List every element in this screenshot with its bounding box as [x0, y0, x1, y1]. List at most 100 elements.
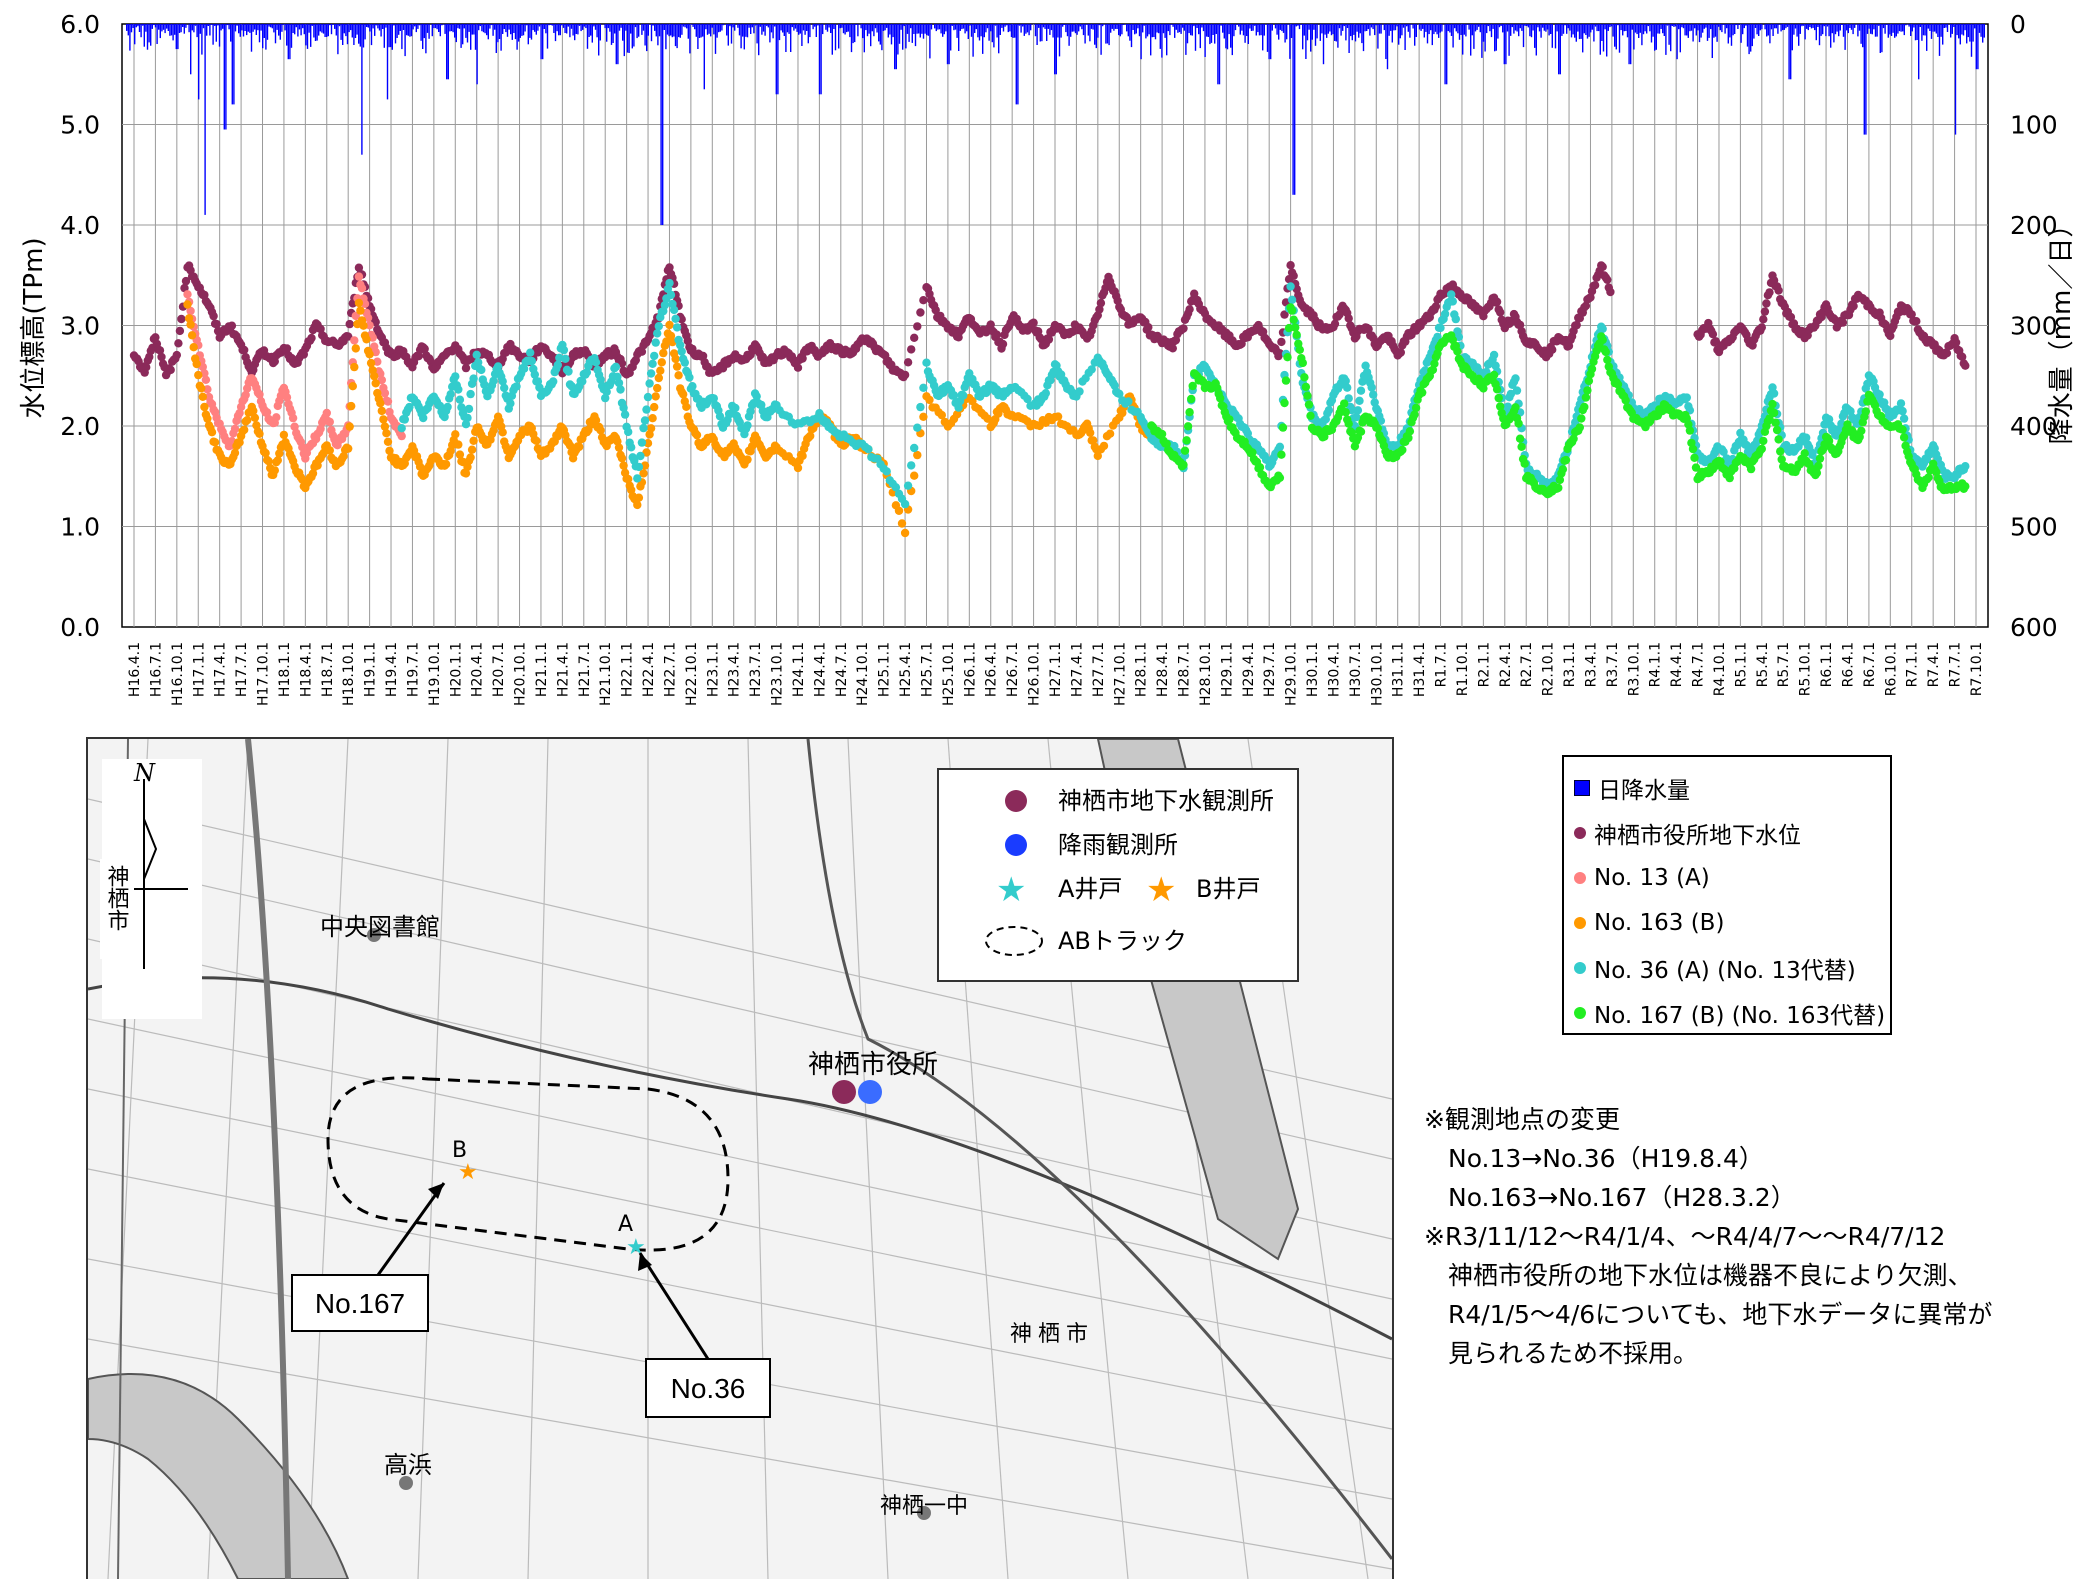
rainfall-bar — [1769, 24, 1770, 43]
rainfall-bar — [1499, 24, 1500, 27]
rainfall-bar — [1321, 24, 1322, 33]
data-point — [1580, 403, 1588, 411]
rainfall-bar — [689, 24, 690, 53]
rainfall-bar — [740, 24, 741, 48]
rainfall-bar — [230, 24, 231, 42]
data-point — [272, 413, 280, 421]
rainfall-bar — [1884, 24, 1885, 34]
rainfall-bar — [1436, 24, 1437, 34]
rainfall-bar — [617, 24, 618, 64]
rainfall-bar — [1016, 24, 1017, 104]
data-point — [615, 443, 623, 451]
rainfall-bar — [675, 24, 676, 46]
rainfall-bar — [1705, 24, 1706, 28]
rainfall-bar — [208, 24, 209, 26]
rainfall-bar — [844, 24, 845, 35]
x-tick-label: H20.7.1 — [491, 642, 507, 697]
data-point — [1588, 365, 1596, 373]
data-point — [1288, 306, 1296, 314]
rainfall-bar — [678, 24, 679, 37]
rainfall-bar — [1819, 24, 1820, 45]
rainfall-bar — [1182, 24, 1183, 28]
rainfall-bar — [556, 24, 557, 31]
rainfall-bar — [716, 24, 717, 38]
rainfall-bar — [1203, 24, 1204, 31]
rainfall-bar — [1628, 24, 1629, 64]
x-tick-label: R1.7.1 — [1434, 642, 1450, 687]
data-point — [323, 409, 331, 417]
rainfall-bar — [612, 24, 613, 43]
data-point — [1283, 353, 1291, 361]
data-point — [1495, 394, 1503, 402]
rainfall-bar — [707, 24, 708, 35]
rainfall-bar — [1398, 24, 1399, 45]
rainfall-bar — [1052, 24, 1053, 38]
rainfall-bar — [916, 24, 917, 34]
data-point — [671, 315, 679, 323]
rainfall-bar — [348, 24, 349, 32]
rainfall-bar — [1844, 24, 1845, 50]
data-point — [1758, 323, 1766, 331]
rainfall-bar — [166, 24, 167, 29]
rainfall-bar — [643, 24, 644, 31]
rainfall-bar — [1555, 24, 1556, 48]
rainfall-bar — [968, 24, 969, 39]
rainfall-bar — [624, 24, 625, 56]
rainfall-bar — [1038, 24, 1039, 28]
rainfall-bar — [956, 24, 957, 38]
data-point — [1276, 474, 1284, 482]
rainfall-bar — [1371, 24, 1372, 27]
rainfall-bar — [1544, 24, 1545, 31]
rainfall-bar — [1868, 24, 1869, 29]
rainfall-bar — [1516, 24, 1517, 32]
data-point — [1293, 331, 1301, 339]
data-point — [1774, 286, 1782, 294]
rainfall-bar — [1246, 24, 1247, 36]
rainfall-bar — [1590, 24, 1591, 32]
notes: ※観測地点の変更 No.13→No.36（H19.8.4） No.163→No.… — [1424, 1100, 2074, 1373]
rainfall-bar — [500, 24, 501, 51]
no163-dot-icon — [1574, 917, 1586, 929]
data-point — [350, 363, 358, 371]
data-point — [685, 373, 693, 381]
rainfall-bar — [145, 24, 146, 32]
rainfall-bar — [880, 24, 881, 45]
x-tick-label: H19.7.1 — [405, 642, 421, 697]
data-point — [477, 366, 485, 374]
rainfall-bar — [200, 24, 201, 34]
rainfall-bar — [630, 24, 631, 34]
rainfall-bar — [436, 24, 437, 29]
rain-gauge-icon — [1005, 834, 1027, 856]
rainfall-bar — [1464, 24, 1465, 35]
rainfall-bar — [241, 24, 242, 30]
rainfall-bar — [438, 24, 439, 32]
rainfall-bar — [1043, 24, 1044, 27]
rainfall-bar — [1899, 24, 1900, 31]
label-no167: No.167 — [315, 1288, 405, 1319]
x-tick-label: H16.4.1 — [127, 642, 143, 697]
rainfall-bar — [379, 24, 380, 31]
rainfall-bar — [772, 24, 773, 38]
rainfall-bar — [870, 24, 871, 46]
rainfall-bar — [987, 24, 988, 28]
data-point — [1683, 393, 1691, 401]
rainfall-bar — [864, 24, 865, 52]
rainfall-bar — [307, 24, 308, 49]
rainfall-bar — [1145, 24, 1146, 38]
rainfall-bar — [841, 24, 842, 28]
rainfall-bar — [1352, 24, 1353, 40]
rainfall-bar — [449, 24, 450, 31]
rainfall-bar — [228, 24, 229, 29]
rainfall-bar — [923, 24, 924, 39]
rainfall-bar — [472, 24, 473, 35]
rainfall-bar — [686, 24, 687, 28]
rainfall-bar — [387, 24, 388, 99]
rainfall-bar — [827, 24, 828, 32]
rainfall-bar — [544, 24, 545, 29]
rainfall-bar — [246, 24, 247, 35]
rainfall-bar — [244, 24, 245, 31]
rainfall-bar — [1828, 24, 1829, 36]
label-library: 中央図書館 — [320, 913, 440, 941]
rainfall-bar — [388, 24, 389, 47]
rainfall-bar — [1096, 24, 1097, 48]
